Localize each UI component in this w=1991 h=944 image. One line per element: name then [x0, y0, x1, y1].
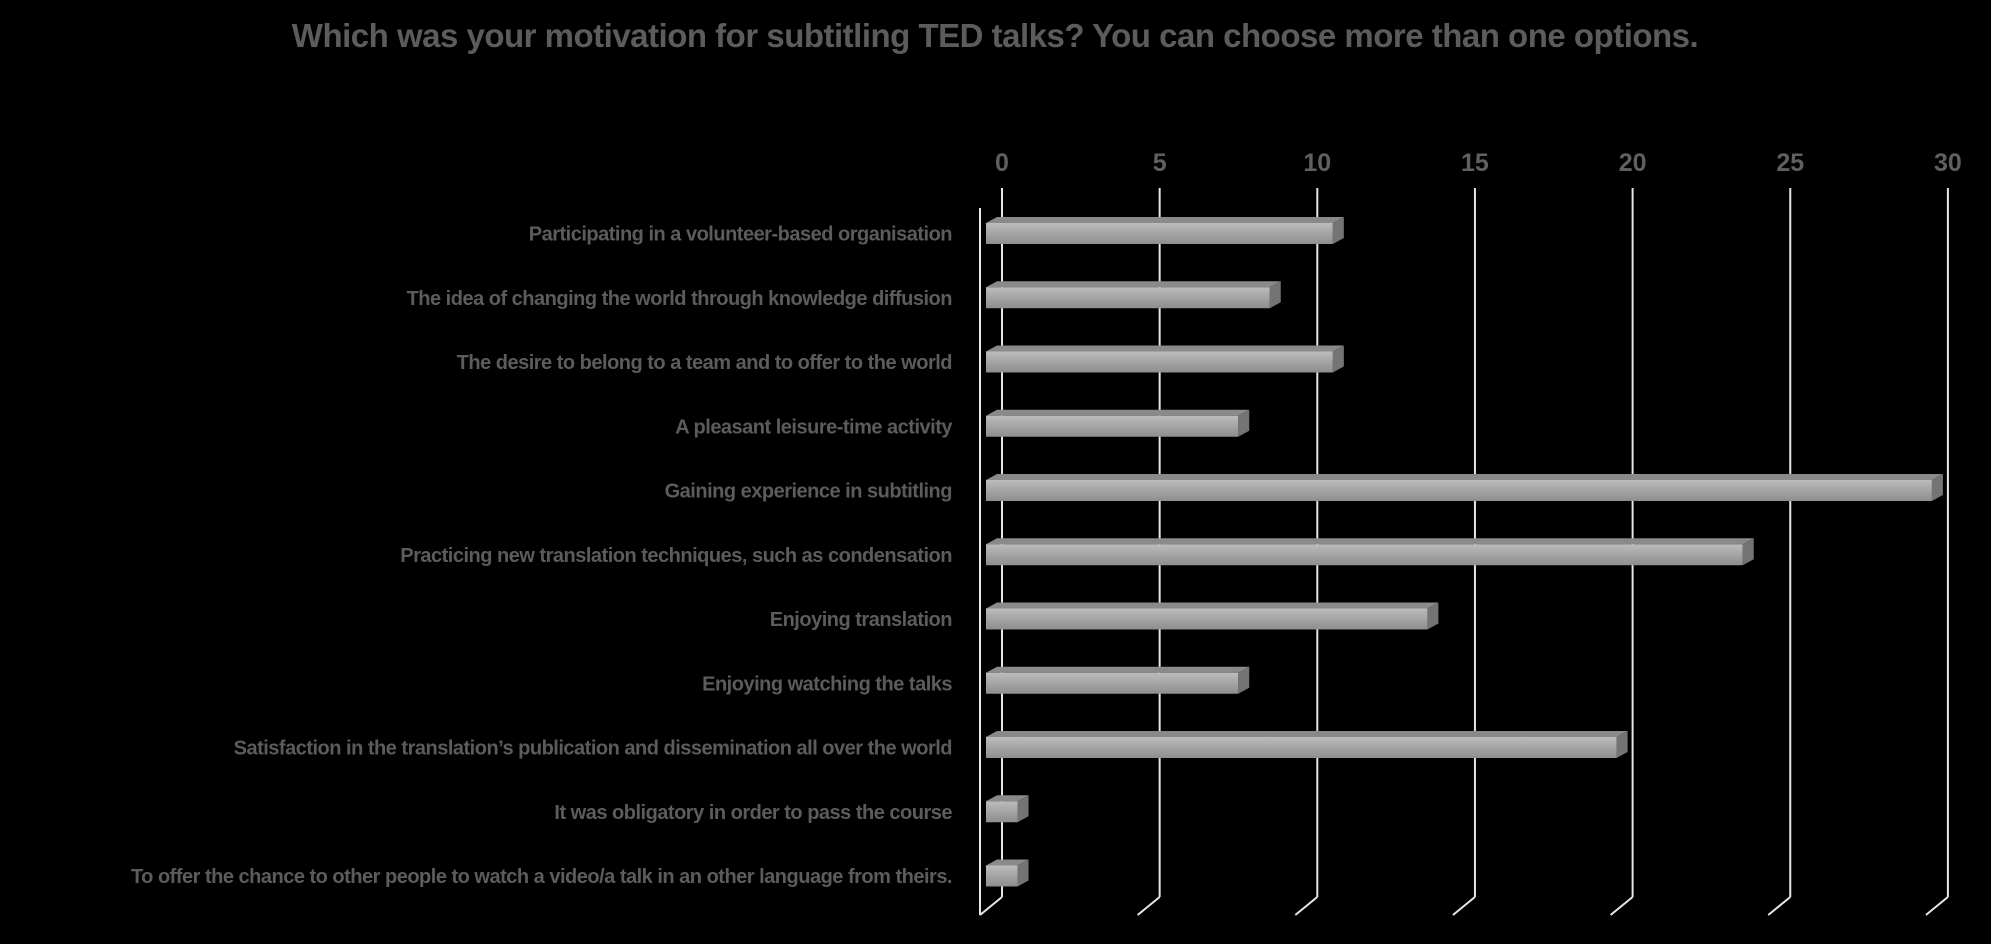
- bar-top-face: [986, 217, 1344, 223]
- axis-tick-label: 5: [1153, 149, 1167, 177]
- axis-tick-label: 30: [1934, 149, 1962, 177]
- category-label: The desire to belong to a team and to of…: [457, 352, 952, 374]
- bar: [986, 351, 1333, 373]
- category-label: Participating in a volunteer-based organ…: [529, 224, 952, 246]
- bar-side-face: [1931, 474, 1943, 501]
- bar-side-face: [1616, 731, 1628, 758]
- category-label: Satisfaction in the translation’s public…: [234, 738, 952, 760]
- bar-top-face: [986, 731, 1628, 737]
- chart-title: Which was your motivation for subtitling…: [291, 17, 1699, 54]
- bar-top-face: [986, 795, 1029, 802]
- bar-side-face: [1017, 795, 1029, 823]
- floor-edge: [1452, 896, 1476, 916]
- bar-side-face: [1238, 409, 1250, 437]
- bar: [986, 480, 1932, 501]
- floor-edge: [1137, 896, 1161, 916]
- floor-edge: [1609, 896, 1634, 916]
- bar-side-face: [1332, 345, 1344, 373]
- axis-tick-label: 25: [1776, 149, 1804, 177]
- bar: [986, 801, 1018, 823]
- category-label: To offer the chance to other people to w…: [131, 866, 952, 888]
- axis-tick-label: 20: [1619, 149, 1647, 177]
- category-label: It was obligatory in order to pass the c…: [554, 802, 952, 824]
- bar-side-face: [1427, 602, 1439, 630]
- floor-edge: [979, 896, 1003, 916]
- bar-top-face: [986, 538, 1754, 545]
- bar-top-face: [986, 602, 1439, 609]
- bar-side-face: [1017, 859, 1029, 887]
- bar: [986, 223, 1333, 244]
- category-label: Gaining experience in subtitling: [665, 481, 952, 503]
- bar: [986, 865, 1018, 887]
- bar-side-face: [1269, 281, 1281, 309]
- bar-side-face: [1742, 538, 1754, 566]
- axis-tick-label: 0: [995, 149, 1009, 177]
- bar-top-face: [986, 409, 1250, 416]
- bar-top-face: [986, 859, 1029, 866]
- category-label: Enjoying watching the talks: [702, 673, 952, 695]
- axis-tick-label: 10: [1303, 149, 1331, 177]
- bar-top-face: [986, 281, 1281, 288]
- bar: [986, 544, 1743, 566]
- floor-edge: [1294, 896, 1318, 916]
- bar-side-face: [1332, 217, 1344, 244]
- bar-top-face: [986, 666, 1250, 673]
- bar: [986, 737, 1617, 758]
- category-label: The idea of changing the world through k…: [407, 288, 952, 310]
- bar: [986, 415, 1239, 437]
- floor-edge: [1925, 896, 1949, 916]
- category-label: A pleasant leisure-time activity: [675, 416, 953, 438]
- category-label: Practicing new translation techniques, s…: [400, 545, 952, 567]
- bar-top-face: [986, 474, 1943, 480]
- bar: [986, 608, 1428, 630]
- bar-side-face: [1238, 666, 1250, 694]
- floor-edge: [1767, 896, 1791, 916]
- bar-top-face: [986, 345, 1344, 352]
- category-label: Enjoying translation: [770, 609, 952, 631]
- bar: [986, 287, 1270, 309]
- axis-tick-label: 15: [1461, 149, 1489, 177]
- bar: [986, 672, 1239, 694]
